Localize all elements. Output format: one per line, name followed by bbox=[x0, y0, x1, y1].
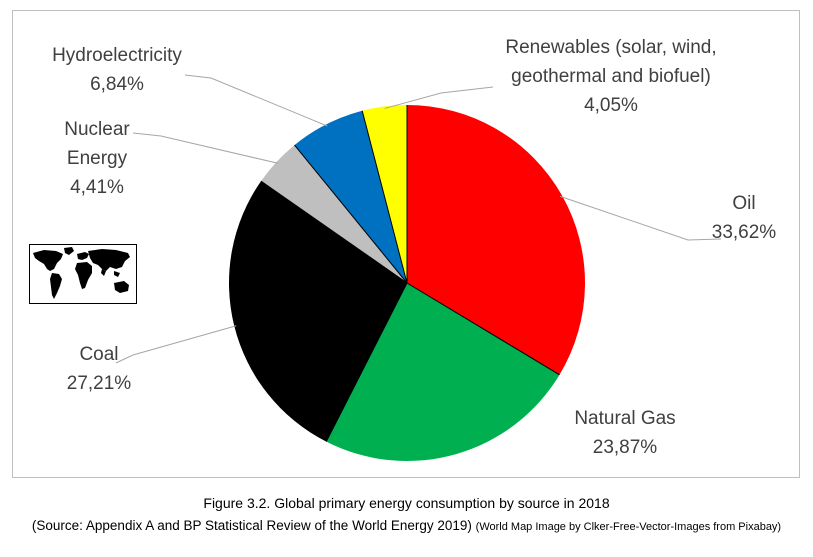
slice-label-2: Coal 27,21% bbox=[67, 344, 132, 394]
figure-source: (Source: Appendix A and BP Statistical R… bbox=[0, 518, 813, 533]
leader-line-4 bbox=[184, 74, 328, 127]
image-credit: (World Map Image by Clker-Free-Vector-Im… bbox=[475, 521, 782, 533]
world-map-icon bbox=[29, 244, 137, 304]
slice-border-2 bbox=[325, 282, 408, 442]
pie-slice-2 bbox=[229, 181, 407, 442]
slice-border-5 bbox=[361, 110, 408, 284]
slice-border-3 bbox=[260, 180, 408, 284]
source-text: (Source: Appendix A and BP Statistical R… bbox=[31, 518, 472, 533]
slice-label-3: Nuclear Energy 4,41% bbox=[64, 119, 130, 198]
pie-chart: Oil 33,62% Natural Gas 23,87% Coal 27,21% Nucl… bbox=[52, 37, 777, 461]
leader-line-5 bbox=[384, 86, 494, 109]
leader-line-2 bbox=[115, 325, 237, 364]
slice-label-5: Renewables (solar, wind, geothermal and b… bbox=[505, 37, 716, 116]
leader-line-3 bbox=[132, 132, 279, 164]
pie-slice-3 bbox=[261, 145, 407, 283]
leader-line-0 bbox=[560, 195, 722, 241]
slice-border-4 bbox=[294, 144, 408, 284]
chart-area: Oil 33,62% Natural Gas 23,87% Coal 27,21% Nucl… bbox=[12, 10, 800, 478]
slice-label-1: Natural Gas 23,87% bbox=[574, 408, 675, 458]
slice-label-0: Oil 33,62% bbox=[712, 193, 777, 243]
figure-caption: Figure 3.2. Global primary energy consum… bbox=[203, 495, 610, 511]
slice-label-4: Hydroelectricity 6,84% bbox=[52, 45, 182, 95]
pie-slice-4 bbox=[294, 110, 407, 283]
pie-slice-0 bbox=[407, 105, 585, 375]
slice-border-1 bbox=[406, 282, 560, 376]
